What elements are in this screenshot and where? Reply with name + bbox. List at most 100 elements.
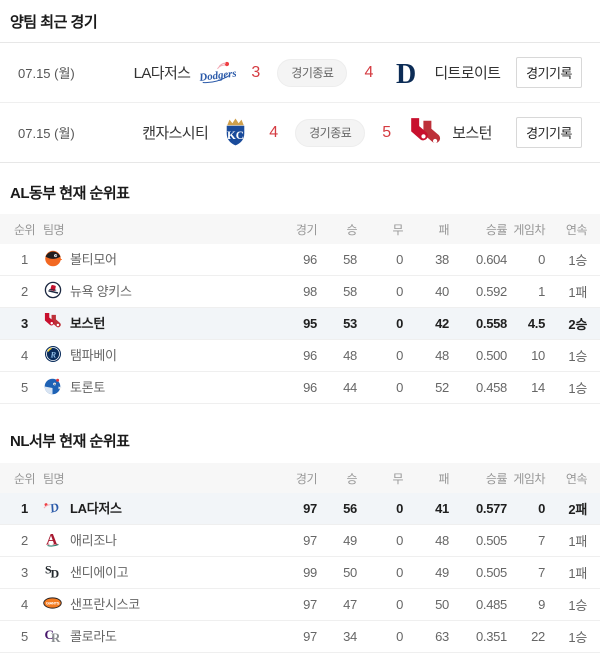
wins: 50 bbox=[318, 556, 358, 589]
games-behind: 14 bbox=[508, 371, 552, 404]
games: 97 bbox=[262, 524, 318, 557]
wins: 47 bbox=[318, 588, 358, 621]
table-row: 1 볼티모어 96 58 0 38 bbox=[0, 244, 600, 276]
losses: 63 bbox=[404, 620, 450, 653]
losses: 50 bbox=[404, 588, 450, 621]
team-name: 탬파베이 bbox=[70, 347, 117, 363]
losses: 40 bbox=[404, 275, 450, 308]
pct: 0.505 bbox=[450, 524, 508, 557]
game-row: 07.15 (월) 캔자스시티 KC 4 경기종료 5 bbox=[0, 103, 600, 162]
wins: 44 bbox=[318, 371, 358, 404]
streak: 1승 bbox=[552, 588, 600, 621]
dbacks-logo: A bbox=[43, 530, 62, 549]
rank: 5 bbox=[0, 620, 42, 653]
col-rank: 순위 bbox=[0, 214, 42, 244]
svg-text:D: D bbox=[50, 567, 59, 581]
right-score: 5 bbox=[382, 123, 392, 141]
draws: 0 bbox=[358, 339, 404, 372]
rank: 4 bbox=[0, 588, 42, 621]
games-behind: 10 bbox=[508, 339, 552, 372]
draws: 0 bbox=[358, 620, 404, 653]
wins: 58 bbox=[318, 275, 358, 308]
team-name: 샌디에이고 bbox=[70, 564, 129, 580]
draws: 0 bbox=[358, 556, 404, 589]
draws: 0 bbox=[358, 307, 404, 340]
wins: 49 bbox=[318, 524, 358, 557]
al-east-table: 순위 팀명 경기 승 무 패 승률 게임차 연속 1 bbox=[0, 214, 600, 404]
game-row: 07.15 (월) LA다저스 Dodgers 3 경기종료 4 bbox=[0, 43, 600, 103]
game-matchup: LA다저스 Dodgers 3 경기종료 4 D bbox=[118, 56, 516, 90]
rank: 5 bbox=[0, 371, 42, 404]
games: 97 bbox=[262, 588, 318, 621]
col-losses: 패 bbox=[404, 463, 450, 493]
svg-text:Dodgers: Dodgers bbox=[198, 68, 236, 85]
col-gb: 게임차 bbox=[508, 463, 552, 493]
col-team: 팀명 bbox=[42, 214, 262, 244]
team-name: 샌프란시스코 bbox=[70, 596, 140, 612]
games-behind: 22 bbox=[508, 620, 552, 653]
table-row: 2 뉴욕 양키스 98 58 0 40 0.59 bbox=[0, 275, 600, 308]
streak: 1승 bbox=[552, 620, 600, 653]
left-team-name: 캔자스시티 bbox=[142, 125, 209, 142]
wins: 34 bbox=[318, 620, 358, 653]
yankees-logo bbox=[43, 281, 62, 300]
orioles-logo bbox=[43, 249, 62, 268]
pct: 0.604 bbox=[450, 244, 508, 276]
wins: 48 bbox=[318, 339, 358, 372]
losses: 42 bbox=[404, 307, 450, 340]
table-row: 5 C R 콜로라도 97 34 0 63 0.351 22 1승 bbox=[0, 620, 600, 653]
team-name: 뉴욕 양키스 bbox=[70, 283, 132, 299]
rank: 3 bbox=[0, 307, 42, 340]
game-record-button[interactable]: 경기기록 bbox=[516, 117, 582, 148]
col-games: 경기 bbox=[262, 214, 318, 244]
draws: 0 bbox=[358, 588, 404, 621]
team-name: 애리조나 bbox=[70, 532, 117, 548]
right-score: 4 bbox=[364, 63, 374, 81]
right-team-name: 디트로이트 bbox=[434, 65, 501, 82]
pct: 0.505 bbox=[450, 556, 508, 589]
losses: 48 bbox=[404, 339, 450, 372]
pct: 0.351 bbox=[450, 620, 508, 653]
games-behind: 1 bbox=[508, 275, 552, 308]
streak: 1패 bbox=[552, 275, 600, 308]
games-behind: 9 bbox=[508, 588, 552, 621]
tigers-logo: D bbox=[388, 56, 426, 90]
table-row: 5 토론토 96 44 bbox=[0, 371, 600, 404]
streak: 1승 bbox=[552, 244, 600, 276]
col-streak: 연속 bbox=[552, 463, 600, 493]
losses: 41 bbox=[404, 493, 450, 525]
streak: 1패 bbox=[552, 556, 600, 589]
wins: 58 bbox=[318, 244, 358, 276]
svg-text:R: R bbox=[51, 630, 61, 644]
game-record-button[interactable]: 경기기록 bbox=[516, 57, 582, 88]
padres-logo: S D bbox=[43, 562, 62, 581]
rank: 1 bbox=[0, 493, 42, 525]
table-header-row: 순위 팀명 경기 승 무 패 승률 게임차 연속 bbox=[0, 463, 600, 493]
svg-text:D: D bbox=[396, 59, 416, 88]
wins: 56 bbox=[318, 493, 358, 525]
games: 96 bbox=[262, 244, 318, 276]
draws: 0 bbox=[358, 524, 404, 557]
games-behind: 7 bbox=[508, 556, 552, 589]
pct: 0.577 bbox=[450, 493, 508, 525]
draws: 0 bbox=[358, 244, 404, 276]
left-team-name: LA다저스 bbox=[133, 65, 191, 82]
col-losses: 패 bbox=[404, 214, 450, 244]
dodgers-logo: D bbox=[43, 498, 62, 517]
col-streak: 연속 bbox=[552, 214, 600, 244]
games: 98 bbox=[262, 275, 318, 308]
rank: 2 bbox=[0, 524, 42, 557]
svg-text:D: D bbox=[47, 500, 60, 516]
redsox-logo bbox=[43, 313, 62, 332]
col-rank: 순위 bbox=[0, 463, 42, 493]
table-row-highlighted: 3 보스턴 95 53 0 42 0.558 bbox=[0, 307, 600, 340]
losses: 49 bbox=[404, 556, 450, 589]
col-pct: 승률 bbox=[450, 214, 508, 244]
pct: 0.458 bbox=[450, 371, 508, 404]
col-draws: 무 bbox=[358, 463, 404, 493]
nl-west-standings-section: NL서부 현재 순위표 순위 팀명 경기 승 무 패 승률 게임차 연속 1 bbox=[0, 404, 600, 653]
wins: 53 bbox=[318, 307, 358, 340]
team-name: 볼티모어 bbox=[70, 251, 117, 267]
table-header-row: 순위 팀명 경기 승 무 패 승률 게임차 연속 bbox=[0, 214, 600, 244]
draws: 0 bbox=[358, 275, 404, 308]
